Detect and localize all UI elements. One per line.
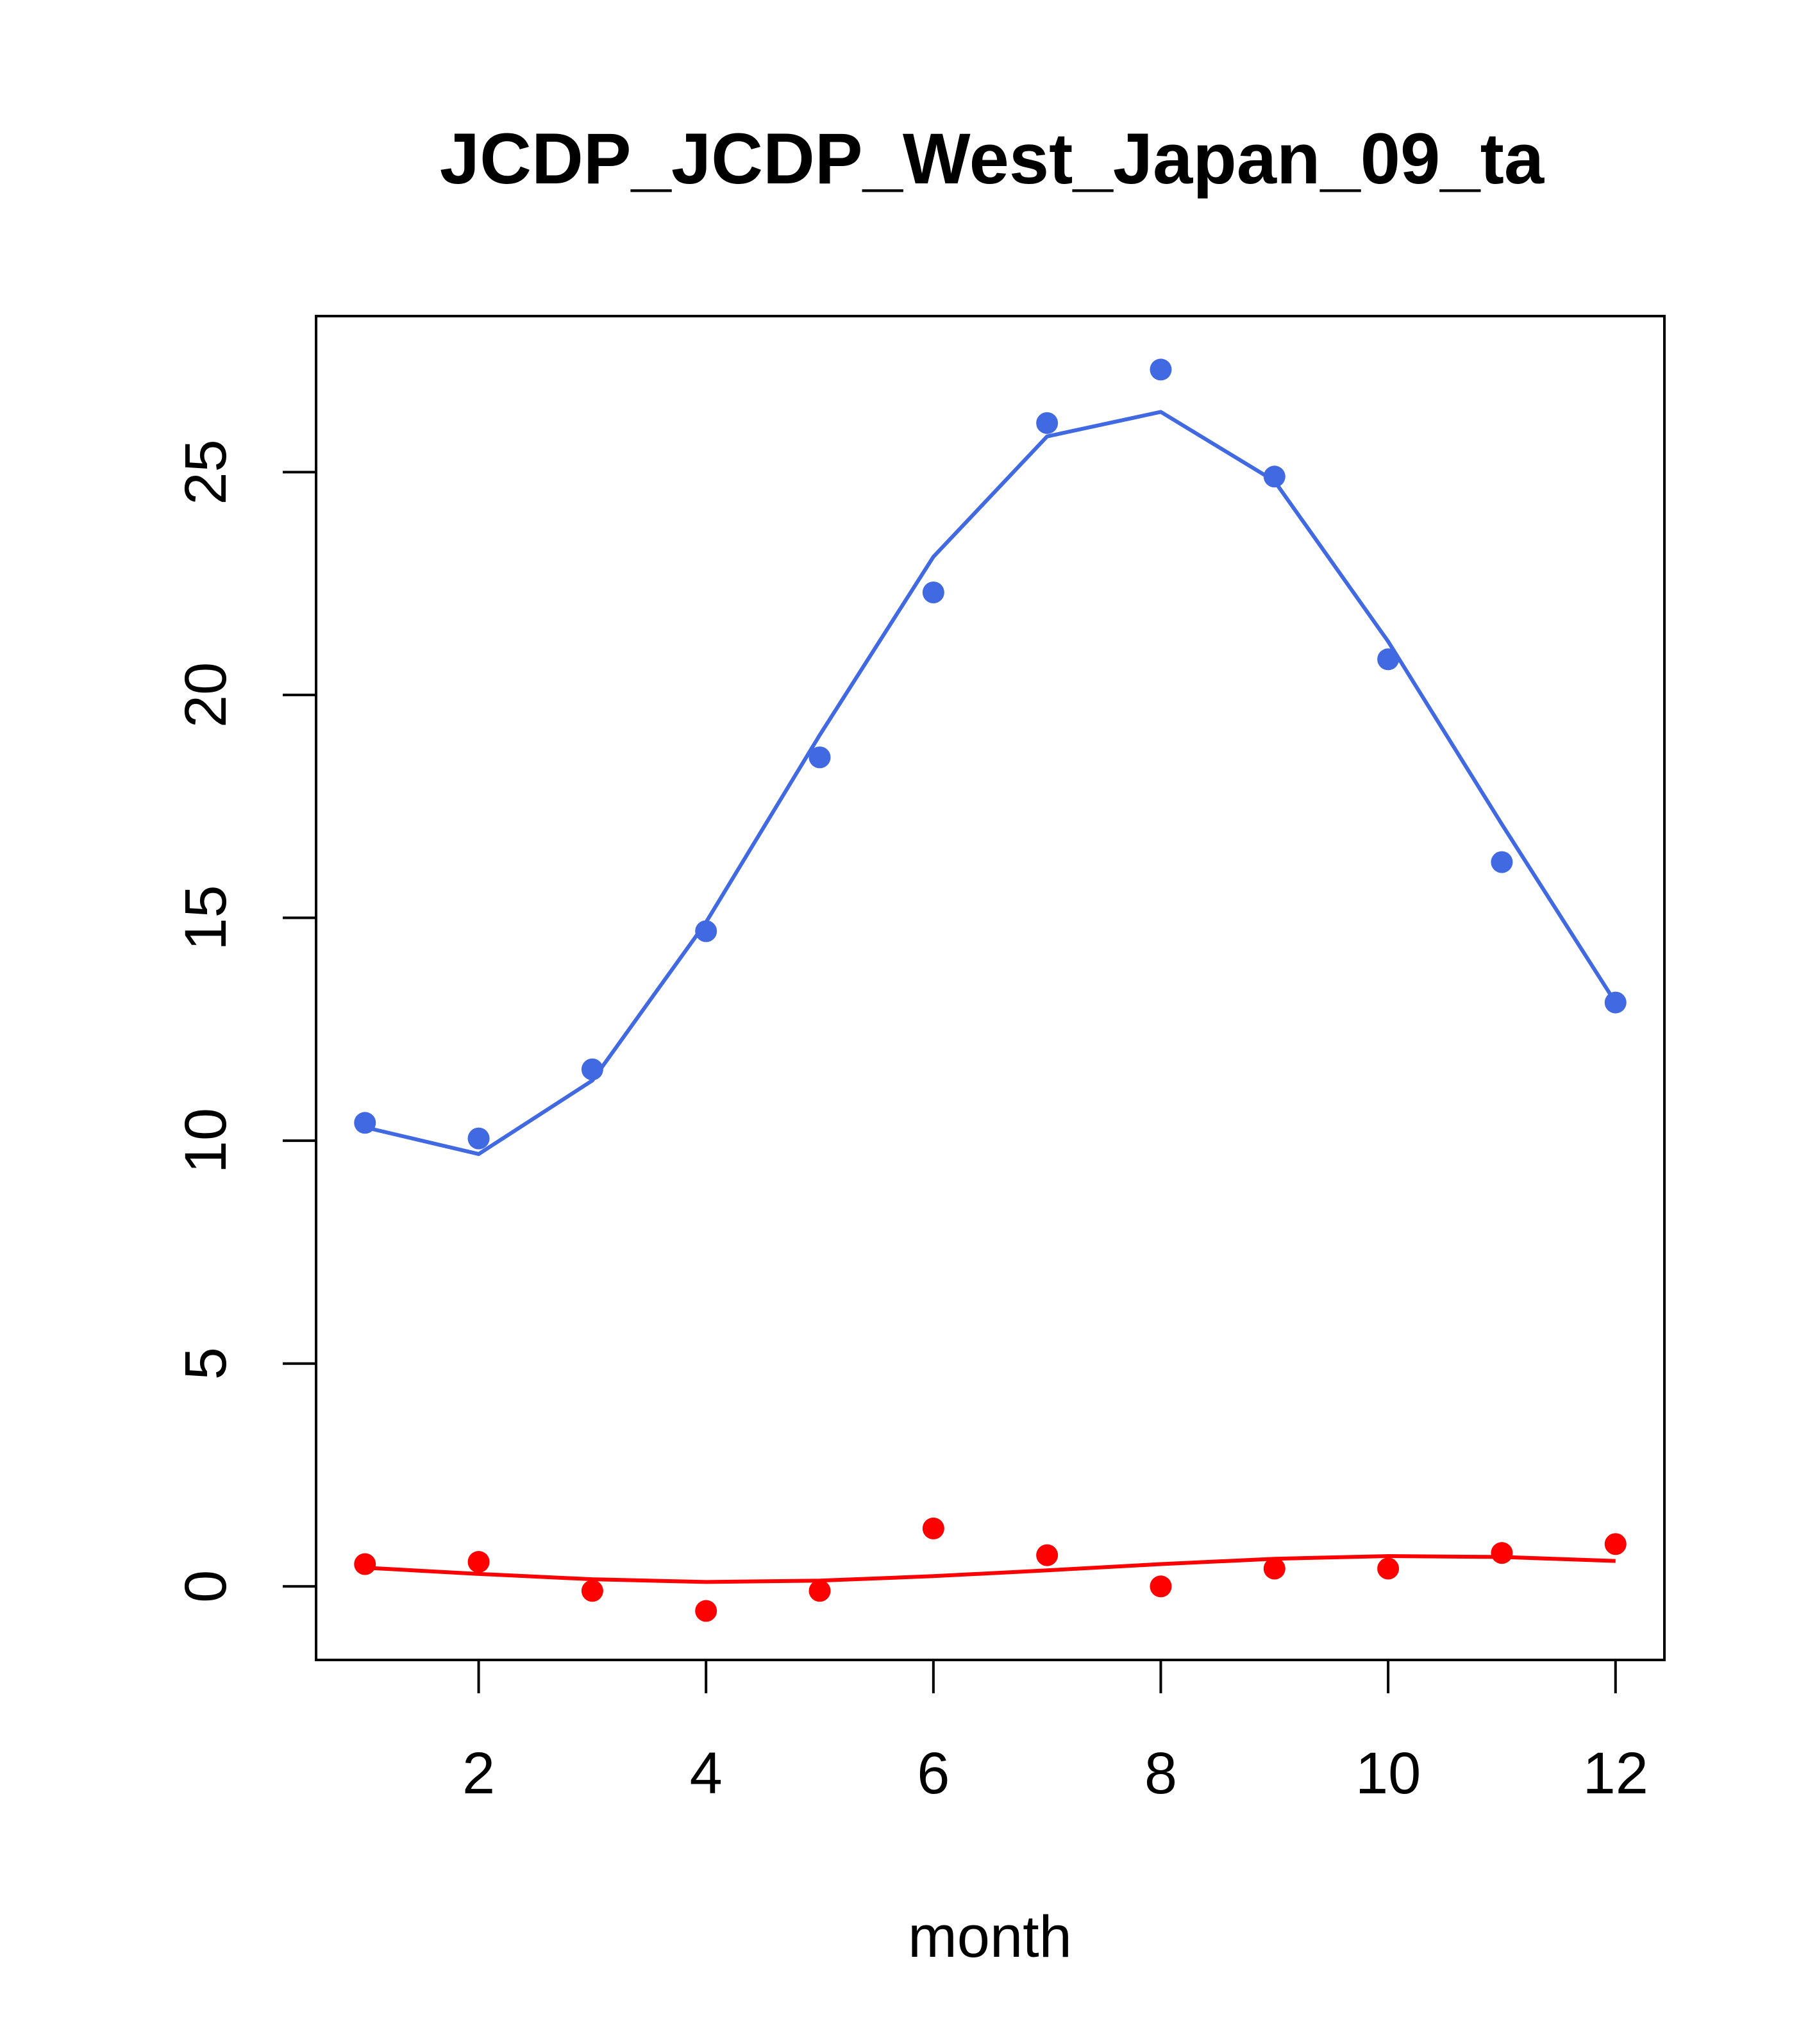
data-point xyxy=(1263,1557,1285,1580)
data-point xyxy=(1036,412,1059,434)
y-tick-label: 15 xyxy=(173,885,239,950)
x-tick-label: 4 xyxy=(690,1741,723,1806)
x-tick-label: 6 xyxy=(917,1741,950,1806)
data-point xyxy=(1377,648,1400,671)
data-point xyxy=(1150,358,1172,381)
y-tick-label: 25 xyxy=(173,439,239,505)
series-1-line xyxy=(365,1554,1616,1584)
data-point xyxy=(467,1127,490,1150)
y-tick-label: 20 xyxy=(173,662,239,728)
series-0-line xyxy=(364,410,1618,1156)
y-axis: 0 5 10 15 20 25 xyxy=(173,439,317,1603)
x-tick-label: 2 xyxy=(462,1741,495,1806)
series-0 xyxy=(354,358,1627,1156)
data-point xyxy=(581,1058,603,1080)
x-tick-label: 12 xyxy=(1583,1741,1648,1806)
series-layer xyxy=(354,358,1627,1622)
chart-title: JCDP_JCDP_West_Japan_09_ta xyxy=(440,119,1545,199)
y-tick-label: 0 xyxy=(173,1570,239,1603)
x-tick-label: 8 xyxy=(1144,1741,1177,1806)
data-point xyxy=(922,1517,944,1539)
data-point xyxy=(1263,465,1285,488)
data-point xyxy=(467,1551,490,1573)
data-point xyxy=(1036,1544,1059,1566)
data-point xyxy=(1377,1557,1400,1580)
data-point xyxy=(354,1553,376,1575)
y-tick-label: 5 xyxy=(173,1347,239,1380)
data-point xyxy=(1491,1542,1513,1564)
data-point xyxy=(695,920,717,942)
data-point xyxy=(1491,851,1513,873)
data-point xyxy=(1604,1533,1627,1555)
data-point xyxy=(354,1112,376,1134)
data-point xyxy=(808,746,831,769)
data-point xyxy=(808,1580,831,1602)
data-point xyxy=(922,582,944,604)
plot-frame xyxy=(315,315,1666,1661)
x-axis-label: month xyxy=(908,1904,1072,1970)
data-point xyxy=(581,1580,603,1602)
x-tick-label: 10 xyxy=(1355,1741,1421,1806)
data-point xyxy=(1150,1575,1172,1598)
y-tick-label: 10 xyxy=(173,1108,239,1173)
series-1 xyxy=(354,1517,1627,1622)
data-point xyxy=(1604,991,1627,1014)
data-point xyxy=(695,1600,717,1622)
x-axis: 2 4 6 8 10 12 xyxy=(462,1659,1648,1806)
